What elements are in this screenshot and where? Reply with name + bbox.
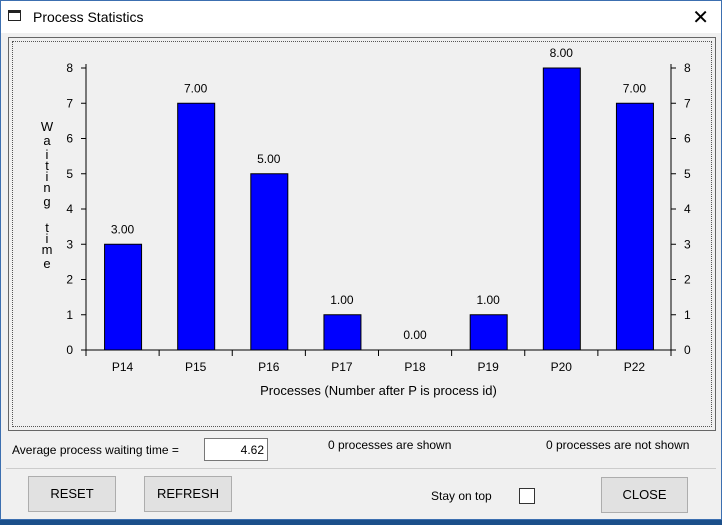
- data-label: 7.00: [623, 81, 647, 95]
- data-label: 1.00: [477, 293, 501, 307]
- average-waiting-label: Average process waiting time =: [12, 443, 179, 457]
- bar-P14: [104, 243, 143, 351]
- x-tick-label: P14: [112, 360, 134, 374]
- bar-chart: 0 0 1 1 2 2 3 3 4 4 5 5 6 6 7 7 8 8 3.00 P14 7.00 P15 5.00 P16 1…: [41, 46, 691, 398]
- not-shown-count: 0 processes are not shown: [546, 438, 690, 452]
- refresh-button[interactable]: REFRESH: [144, 476, 232, 512]
- y-axis-label-char: i: [46, 169, 49, 184]
- data-label: 5.00: [257, 152, 281, 166]
- y-axis-label-char: i: [46, 231, 49, 246]
- chart-panel: [8, 37, 716, 431]
- data-label: 3.00: [111, 222, 135, 236]
- y-tick-label-right: 6: [684, 132, 691, 146]
- y-tick-label-right: 2: [684, 273, 691, 287]
- x-tick-label: P19: [478, 360, 500, 374]
- y-axis-label-char: e: [43, 256, 50, 271]
- y-axis-label-char: W: [41, 119, 54, 134]
- x-tick-label: P15: [185, 360, 207, 374]
- window-icon: [8, 10, 21, 21]
- close-button[interactable]: CLOSE: [601, 477, 688, 513]
- bar-P16: [250, 173, 289, 351]
- x-tick-label: P20: [551, 360, 573, 374]
- y-tick-label-left: 2: [66, 273, 73, 287]
- y-axis-label-char: m: [42, 242, 53, 257]
- y-tick-label-right: 3: [684, 237, 691, 251]
- x-tick-label: P18: [404, 360, 426, 374]
- stay-on-top-label: Stay on top: [431, 489, 492, 503]
- y-tick-label-right: 1: [684, 308, 691, 322]
- data-label: 1.00: [330, 293, 354, 307]
- y-tick-label-left: 5: [66, 167, 73, 181]
- bar-P20: [542, 67, 581, 351]
- y-tick-label-right: 7: [684, 96, 691, 110]
- title-bar: Process Statistics ✕: [1, 1, 721, 33]
- y-tick-label-left: 1: [66, 308, 73, 322]
- y-tick-label-right: 4: [684, 202, 691, 216]
- divider: [6, 468, 716, 469]
- y-tick-label-left: 4: [66, 202, 73, 216]
- stay-on-top-checkbox[interactable]: [519, 488, 535, 504]
- x-tick-label: P17: [331, 360, 353, 374]
- y-tick-label-right: 5: [684, 167, 691, 181]
- bar-P22: [615, 102, 654, 351]
- x-tick-label: P16: [258, 360, 280, 374]
- y-axis-label-char: a: [43, 133, 51, 148]
- x-axis-label: Processes (Number after P is process id): [260, 383, 497, 398]
- bar-P15: [177, 102, 216, 351]
- reset-button[interactable]: RESET: [28, 476, 116, 512]
- data-label: 8.00: [550, 46, 574, 60]
- x-tick-label: P22: [624, 360, 646, 374]
- close-icon[interactable]: ✕: [692, 7, 709, 29]
- y-tick-label-left: 3: [66, 237, 73, 251]
- data-label: 7.00: [184, 81, 208, 95]
- y-tick-label-left: 7: [66, 96, 73, 110]
- y-tick-label-right: 8: [684, 61, 691, 75]
- y-axis-label-char: t: [45, 220, 49, 235]
- y-tick-label-left: 8: [66, 61, 73, 75]
- y-axis-label-char: i: [46, 147, 49, 162]
- y-tick-label-left: 6: [66, 132, 73, 146]
- bar-P19: [469, 314, 508, 351]
- y-axis-label-char: n: [43, 180, 50, 195]
- average-waiting-field[interactable]: 4.62: [204, 438, 268, 461]
- y-axis-label-char: g: [43, 194, 50, 209]
- window-title: Process Statistics: [33, 9, 144, 25]
- bar-P17: [323, 314, 362, 351]
- data-label: 0.00: [403, 328, 427, 342]
- y-tick-label-left: 0: [66, 343, 73, 357]
- y-tick-label-right: 0: [684, 343, 691, 357]
- y-axis-label-char: t: [45, 158, 49, 173]
- shown-count: 0 processes are shown: [328, 438, 452, 452]
